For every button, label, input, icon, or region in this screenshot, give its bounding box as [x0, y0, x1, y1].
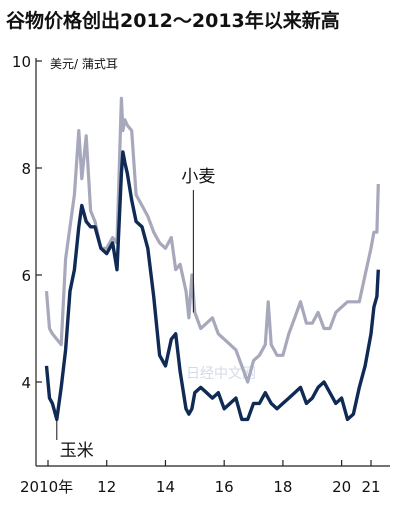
x-tick-label-3: 16	[215, 478, 234, 496]
x-tick-label-2: 14	[156, 478, 175, 496]
x-tick-label-6: 21	[361, 478, 380, 496]
x-tick-label-1: 12	[97, 478, 116, 496]
x-tick-label-4: 18	[273, 478, 292, 496]
watermark: 日经中文网	[186, 366, 256, 382]
y-tick-label-3: 10	[12, 53, 31, 71]
y-tick-label-0: 4	[21, 374, 31, 392]
annotation-label-corn: 玉米	[60, 441, 94, 461]
series-group	[44, 96, 380, 422]
y-tick-label-2: 8	[21, 160, 31, 178]
annotation-label-wheat: 小麦	[181, 167, 215, 187]
chart-title: 谷物价格创出2012～2013年以来新高	[6, 9, 340, 32]
series-line-wheat	[44, 96, 380, 384]
y-axis-unit-label: 美元/ 蒲式耳	[50, 57, 118, 71]
y-tick-label-1: 6	[21, 267, 31, 285]
x-tick-label-0: 2010年	[20, 478, 73, 496]
series-line-corn	[44, 150, 380, 422]
x-tick-label-5: 20	[332, 478, 351, 496]
x-tick-group: 2010年 12 14 16 18 20 21	[20, 460, 381, 496]
y-tick-group: 4 6 8 10	[12, 53, 42, 392]
